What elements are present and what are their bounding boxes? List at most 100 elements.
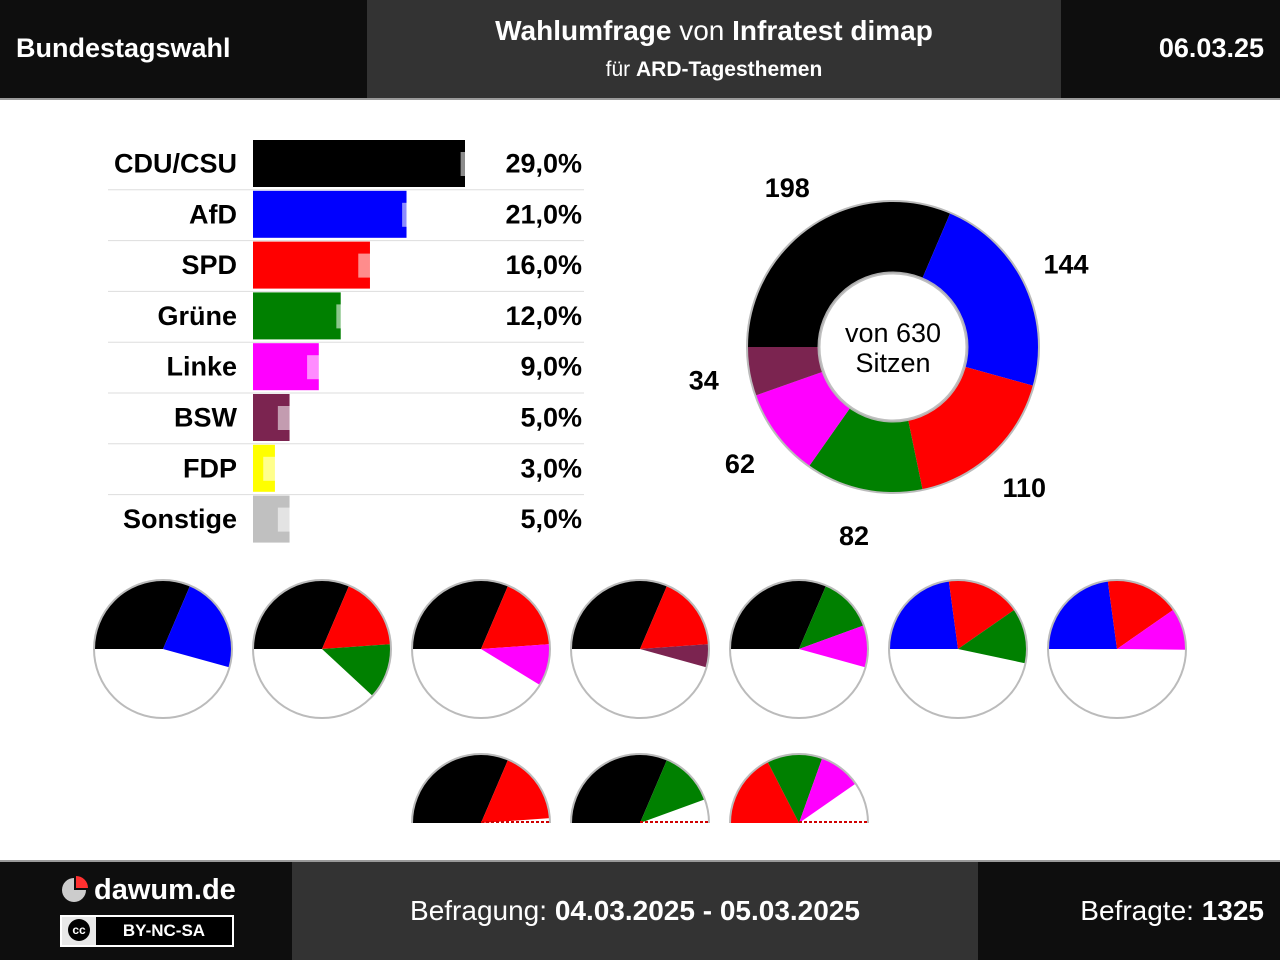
coalition-outline [93, 579, 233, 719]
party-label: BSW [174, 403, 238, 433]
center-label-line1: von 630 [845, 318, 941, 348]
previous-value-marker [460, 152, 487, 176]
coalition-pie [411, 579, 551, 719]
coalition-slice [481, 759, 550, 823]
coalition-outline [252, 579, 392, 719]
poll-title-word: Wahlumfrage [495, 15, 672, 46]
seat-count-label: 144 [1043, 250, 1088, 280]
poll-bar-chart: CDU/CSU 29,0% AfD 21,0% SPD 16,0% Grüne 12,0% Li… [108, 140, 584, 543]
previous-value-marker [307, 355, 333, 380]
coalition-slice [799, 758, 856, 823]
previous-value-marker [277, 507, 304, 532]
coalition-slice [640, 585, 709, 649]
coalition-slice [481, 585, 550, 649]
value-label: 3,0% [520, 453, 582, 483]
respondents: Befragte: 1325 [1080, 895, 1264, 927]
footer-divider [0, 860, 1280, 862]
coalition-pie [252, 579, 392, 719]
value-label: 5,0% [520, 403, 582, 433]
party-label: FDP [183, 453, 237, 483]
donut-center [817, 271, 969, 423]
party-label: Linke [166, 352, 237, 382]
client-name: ARD-Tagesthemen [636, 58, 823, 81]
bar-afd [253, 190, 407, 238]
dawum-logo-icon [62, 876, 88, 902]
party-label: AfD [189, 199, 237, 229]
coalition-slice [640, 644, 709, 668]
seat-count-label: 62 [725, 449, 755, 479]
bar-cducsu [253, 140, 465, 187]
coalition-charts [93, 579, 1187, 824]
value-label: 21,0% [505, 199, 582, 229]
poll-client-prefix: für [605, 58, 637, 81]
poll-title: Wahlumfrage von Infratest dimap [367, 15, 1061, 47]
license-text: BY-NC-SA [96, 917, 232, 945]
license-badge[interactable]: cc BY-NC-SA [60, 915, 234, 947]
survey-dates: 04.03.2025 - 05.03.2025 [554, 895, 860, 926]
coalition-outline [729, 753, 869, 824]
seat-count-label: 82 [839, 521, 869, 550]
bar-spd [253, 241, 370, 289]
coalition-outline [729, 579, 869, 719]
coalition-slice [1048, 580, 1117, 649]
seat-slice-spd [908, 366, 1034, 490]
footer-survey-panel [292, 862, 978, 960]
value-label: 29,0% [505, 149, 582, 179]
value-label: 16,0% [505, 250, 582, 280]
party-label: CDU/CSU [114, 149, 237, 179]
cc-icon: cc [68, 919, 90, 941]
seat-count-label: 34 [689, 365, 719, 395]
bar-grne [253, 292, 341, 340]
coalition-slice [730, 761, 799, 823]
poll-client: für ARD-Tagesthemen [367, 58, 1061, 82]
previous-value-marker [336, 304, 362, 329]
seat-slice-linke [755, 371, 851, 467]
coalition-slice [799, 625, 868, 668]
coalition-slice [1107, 580, 1174, 649]
poll-date: 06.03.25 [1158, 33, 1264, 63]
coalition-outline [570, 579, 710, 719]
poll-title-connector: von [671, 15, 733, 46]
seat-slice-afd [922, 212, 1039, 386]
coalition-slice [889, 580, 958, 649]
previous-value-marker [263, 456, 289, 481]
respondents-count: 1325 [1201, 895, 1264, 926]
header-divider [0, 98, 1280, 100]
value-label: 12,0% [505, 301, 582, 331]
coalition-pie [729, 579, 869, 719]
respondents-label: Befragte: [1080, 895, 1202, 926]
coalition-slice [1117, 609, 1186, 650]
value-label: 9,0% [520, 352, 582, 382]
header-title-panel [367, 0, 1061, 98]
coalition-slice [767, 754, 823, 823]
pollster-name: Infratest dimap [732, 15, 933, 46]
coalition-outline [570, 753, 710, 824]
party-label: Sonstige [123, 504, 237, 534]
election-label: Bundestagswahl [16, 33, 231, 63]
coalition-slice [322, 585, 391, 649]
survey-period: Befragung: 04.03.2025 - 05.03.2025 [292, 895, 978, 927]
previous-value-marker [277, 406, 304, 430]
seat-slice-bsw [747, 347, 824, 396]
coalition-pie [411, 753, 551, 824]
coalition-pie [93, 579, 233, 719]
party-label: SPD [181, 250, 237, 280]
coalition-outline [888, 579, 1028, 719]
coalition-slice [481, 644, 550, 685]
coalition-pie [570, 579, 710, 719]
seat-count-label: 110 [1003, 473, 1047, 503]
party-label: Grüne [157, 301, 237, 331]
coalition-pie [1047, 579, 1187, 719]
previous-value-marker [402, 202, 428, 227]
coalition-slice [958, 609, 1027, 664]
previous-value-marker [358, 253, 384, 278]
brand-name[interactable]: dawum.de [94, 874, 236, 906]
coalition-pie [888, 579, 1028, 719]
coalition-outline [411, 579, 551, 719]
donut-outline [746, 200, 1040, 494]
seat-count-label: 198 [765, 173, 810, 203]
coalition-slice [322, 644, 391, 696]
coalition-outline [411, 753, 551, 824]
coalition-pie [729, 753, 869, 824]
